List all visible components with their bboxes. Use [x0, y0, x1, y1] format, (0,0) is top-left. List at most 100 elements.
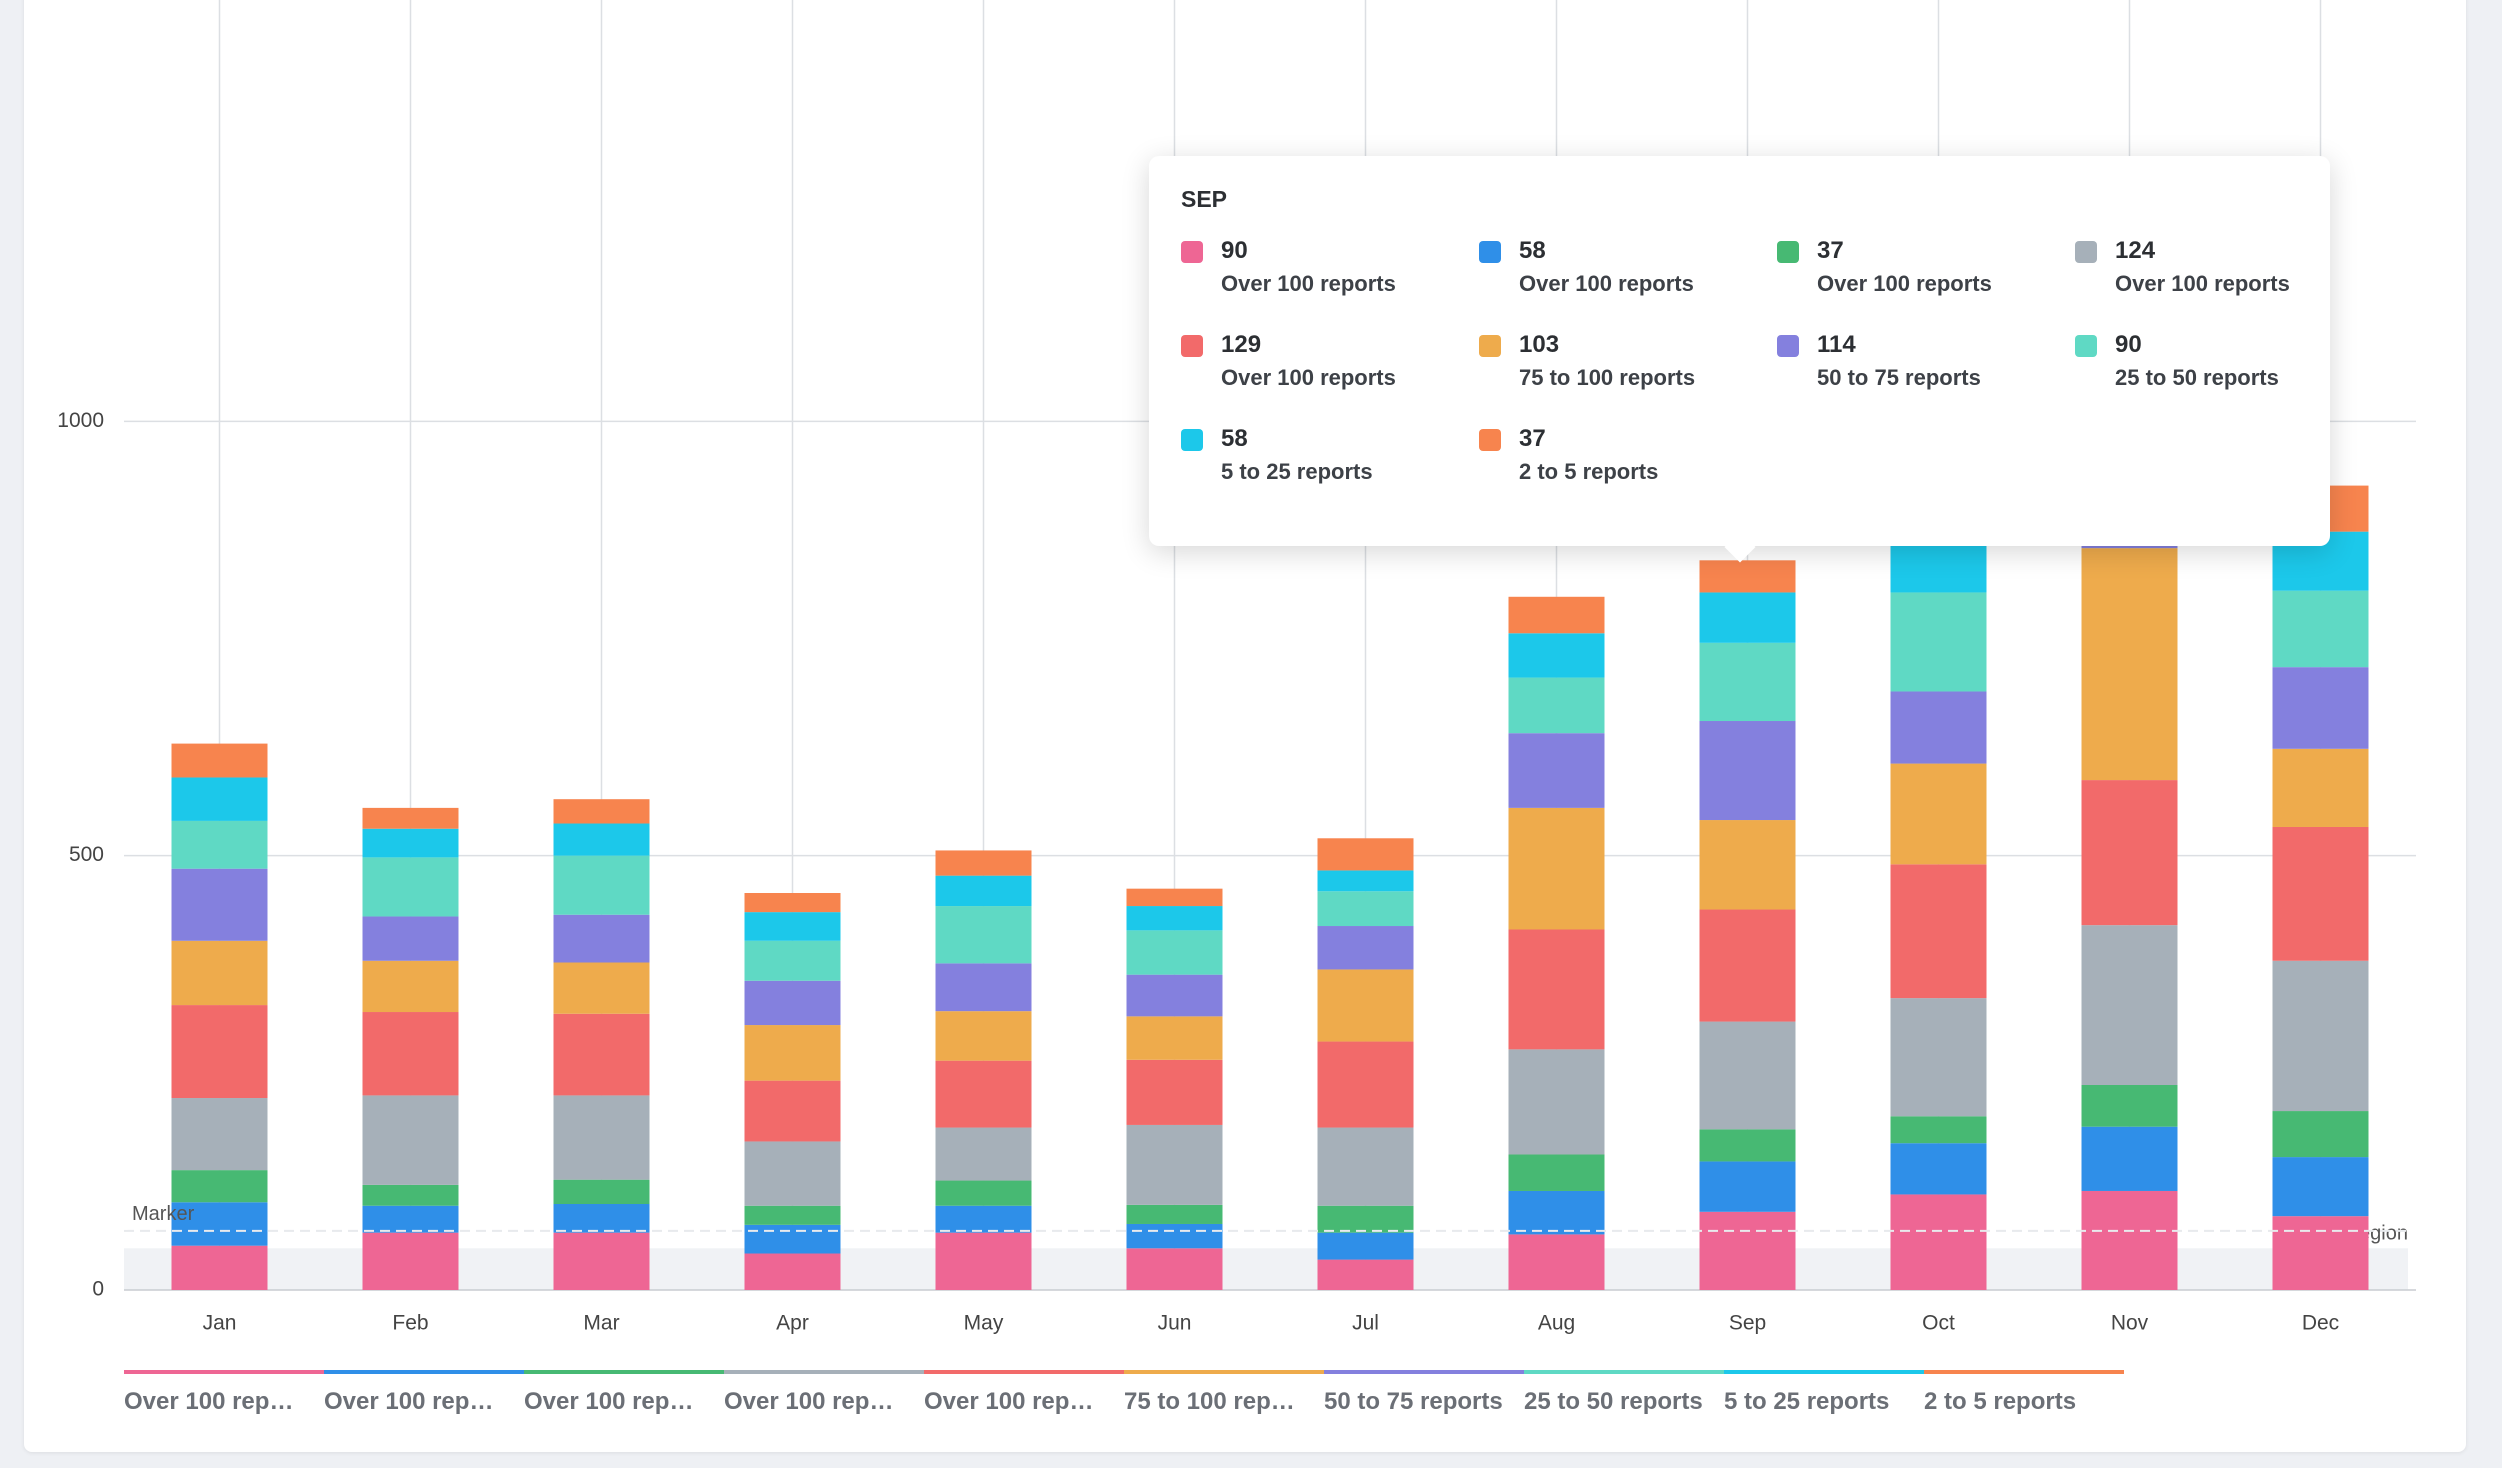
y-tick-label: 500 [69, 843, 104, 866]
x-tick-label: Sep [1729, 1312, 1766, 1335]
legend-item[interactable]: 2 to 5 reports [1924, 1370, 2124, 1416]
tooltip-name: Over 100 reports [2115, 271, 2290, 296]
bar-segment [744, 940, 841, 981]
tooltip-name: Over 100 reports [1221, 365, 1396, 390]
bar-segment [171, 940, 268, 1006]
bar-segment [1508, 596, 1605, 634]
legend-label: 50 to 75 reports [1324, 1388, 1503, 1415]
bar-segment [171, 1170, 268, 1203]
bar-segment [1126, 1248, 1223, 1290]
bar-segment [1890, 1116, 1987, 1144]
bar-segment [1699, 909, 1796, 1022]
legend-label: 2 to 5 reports [1924, 1388, 2077, 1415]
x-tick-label: Jun [1158, 1312, 1192, 1335]
legend-item[interactable]: Over 100 reports [324, 1370, 524, 1416]
bar-segment [171, 868, 268, 941]
tooltip-text: 114 50 to 75 reports [1817, 331, 1981, 391]
tooltip-name: 50 to 75 reports [1817, 365, 1981, 390]
legend-line [1724, 1370, 1924, 1374]
bar-segment [1699, 1211, 1796, 1290]
bar-segment [1890, 540, 1987, 593]
tooltip-name: Over 100 reports [1221, 271, 1396, 296]
legend-line [1124, 1370, 1324, 1374]
tooltip-name: Over 100 reports [1817, 271, 1992, 296]
tooltip-entry: 129 Over 100 reports [1181, 331, 1479, 391]
bar-segment [1317, 969, 1414, 1042]
tooltip-title: SEP [1181, 186, 1228, 212]
legend-line [1524, 1370, 1724, 1374]
bar-segment [744, 1224, 841, 1254]
tooltip-value: 124 [2115, 237, 2156, 264]
legend-label: 25 to 50 reports [1524, 1388, 1703, 1415]
tooltip-swatch [1181, 429, 1203, 451]
legend-label: Over 100 reports [324, 1388, 515, 1415]
bar-segment [1317, 1259, 1414, 1290]
bar-segment [1508, 929, 1605, 1050]
legend-item[interactable]: Over 100 reports [524, 1370, 724, 1416]
tooltip-entry: 103 75 to 100 reports [1479, 331, 1777, 391]
tooltip-text: 124 Over 100 reports [2115, 237, 2290, 297]
bar-segment [553, 1204, 650, 1233]
tooltip-value: 37 [1817, 237, 1844, 264]
bar-segment [362, 857, 459, 917]
tooltip-value: 129 [1221, 331, 1262, 358]
x-tick-label: Mar [583, 1312, 619, 1335]
tooltip-text: 58 Over 100 reports [1519, 237, 1694, 297]
tooltip-entry: 90 25 to 50 reports [2075, 331, 2373, 391]
bar-segment [2081, 1126, 2178, 1191]
bar-segment [362, 1232, 459, 1290]
bar-segment [1126, 974, 1223, 1017]
tooltip-value: 103 [1519, 331, 1560, 358]
tooltip-entry: 90 Over 100 reports [1181, 237, 1479, 297]
legend-item[interactable]: 75 to 100 reports [1124, 1370, 1324, 1416]
region [124, 1248, 2408, 1290]
bar-segment [1890, 1143, 1987, 1195]
bar-segment [553, 1095, 650, 1180]
tooltip-entry: 114 50 to 75 reports [1777, 331, 2075, 391]
bar-segment [744, 1025, 841, 1081]
marker-label: Marker [132, 1203, 195, 1225]
legend-label: Over 100 reports [124, 1388, 315, 1415]
tooltip-value: 90 [2115, 331, 2142, 358]
bar-segment [171, 1245, 268, 1290]
bar-segment [1508, 633, 1605, 678]
bar-segment [744, 893, 841, 913]
legend-item[interactable]: Over 100 reports [124, 1370, 324, 1416]
bar-segment [553, 1013, 650, 1096]
legend-line [124, 1370, 324, 1374]
bar-segment [362, 1184, 459, 1206]
bar-segment [171, 743, 268, 778]
bar-segment [362, 807, 459, 829]
bar-segment [1699, 642, 1796, 722]
legend-line [324, 1370, 524, 1374]
bar-segment [171, 1005, 268, 1099]
bar-segment [553, 799, 650, 824]
bar-segment [1699, 1129, 1796, 1162]
bar-segment [935, 906, 1032, 964]
bar-segment [1317, 926, 1414, 970]
tooltip-entry: 58 Over 100 reports [1479, 237, 1777, 297]
legend-item[interactable]: Over 100 reports [924, 1370, 1124, 1416]
tooltip-entry: 124 Over 100 reports [2075, 237, 2373, 297]
bar-segment [1508, 733, 1605, 808]
x-tick-label: Apr [776, 1312, 809, 1335]
x-tick-label: Dec [2302, 1312, 2339, 1335]
tooltip-text: 90 25 to 50 reports [2115, 331, 2279, 391]
bar-segment [744, 912, 841, 941]
legend-item[interactable]: 5 to 25 reports [1724, 1370, 1924, 1416]
y-tick-label: 1000 [57, 409, 104, 432]
legend-item[interactable]: Over 100 reports [724, 1370, 924, 1416]
legend-label: Over 100 reports [724, 1388, 915, 1415]
bar-segment [1317, 870, 1414, 892]
bar-segment [2272, 748, 2369, 827]
legend-item[interactable]: 50 to 75 reports [1324, 1370, 1524, 1416]
bar-segment [935, 1060, 1032, 1128]
tooltip-swatch [1777, 335, 1799, 357]
legend-label: 5 to 25 reports [1724, 1388, 1890, 1415]
bar-segment [1890, 763, 1987, 865]
tooltip-swatch [1181, 335, 1203, 357]
legend-item[interactable]: 25 to 50 reports [1524, 1370, 1724, 1416]
tooltip-text: 90 Over 100 reports [1221, 237, 1396, 297]
